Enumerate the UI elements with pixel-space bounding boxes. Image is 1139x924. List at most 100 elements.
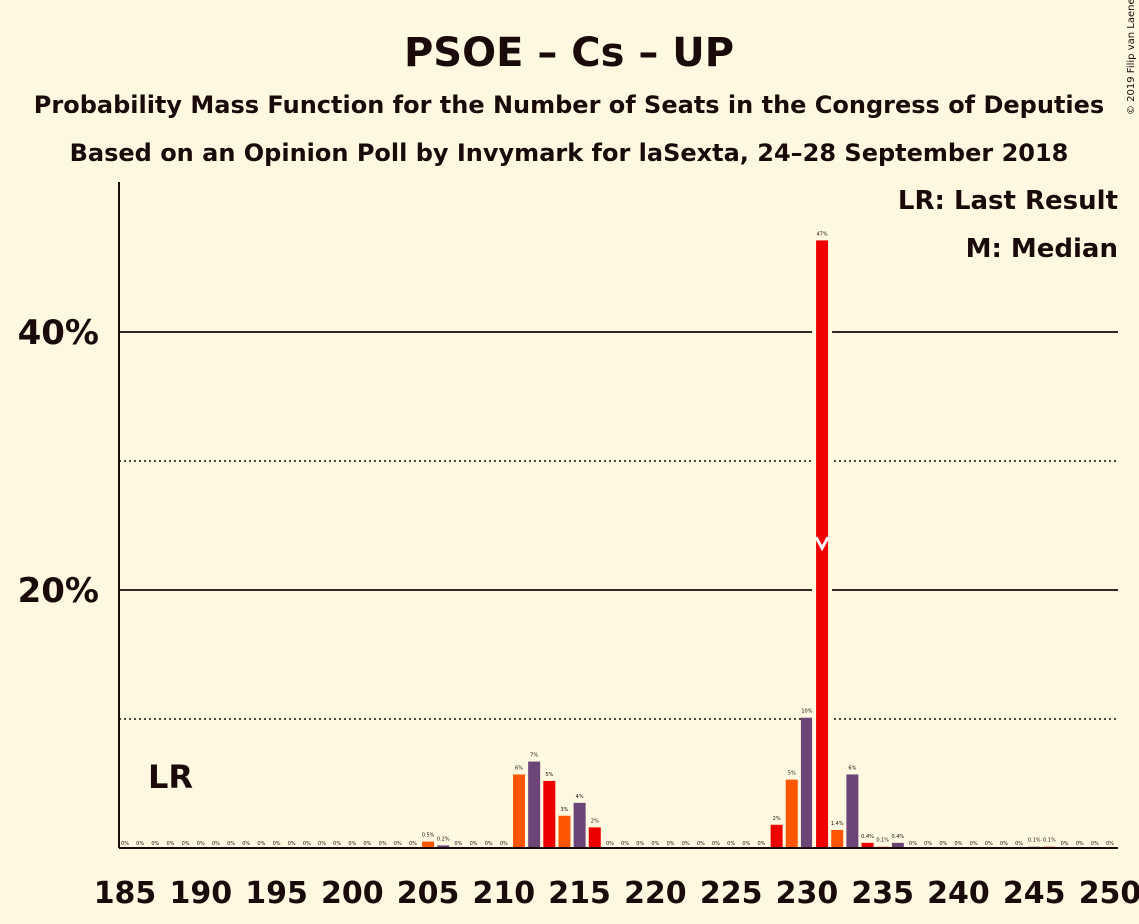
bar-label-209: 0% — [485, 841, 493, 847]
x-tick-label-210: 210 — [473, 876, 536, 911]
bar-213 — [543, 780, 556, 848]
bar-label-250: 0% — [1106, 841, 1114, 847]
axes: 20% 40% 185 190 195 200 205 210 215 220 225 230 235 2… — [18, 182, 1139, 911]
bar-label-226: 0% — [742, 841, 750, 847]
bar-label-204: 0% — [409, 841, 417, 847]
bar-label-242: 0% — [985, 841, 993, 847]
bar-label-248: 0% — [1076, 841, 1084, 847]
bar-label-211: 6% — [515, 765, 523, 771]
bar-label-241: 0% — [970, 841, 978, 847]
bar-label-205: 0.5% — [422, 833, 435, 839]
bar-label-217: 0% — [606, 841, 614, 847]
legend-median: M: Median — [966, 234, 1118, 264]
bar-label-219: 0% — [636, 841, 644, 847]
bar-label-216: 2% — [591, 818, 599, 824]
bar-label-210: 0% — [500, 841, 508, 847]
bar-236 — [891, 842, 904, 848]
bar-label-202: 0% — [379, 841, 387, 847]
bar-label-243: 0% — [1000, 841, 1008, 847]
bar-label-212: 7% — [530, 753, 538, 759]
bar-label-220: 0% — [651, 841, 659, 847]
bar-label-193: 0% — [242, 841, 250, 847]
chart-subtitle-1: Probability Mass Function for the Number… — [34, 91, 1104, 119]
bar-label-244: 0% — [1015, 841, 1023, 847]
bar-label-188: 0% — [166, 841, 174, 847]
bar-label-239: 0% — [939, 841, 947, 847]
chart-subtitle-2: Based on an Opinion Poll by Invymark for… — [70, 139, 1069, 167]
x-tick-label-205: 205 — [397, 876, 460, 911]
gridlines — [119, 331, 1118, 720]
bar-label-237: 0% — [909, 841, 917, 847]
x-tick-label-245: 245 — [1003, 876, 1066, 911]
bar-label-246: 0.1% — [1043, 838, 1056, 844]
x-tick-label-235: 235 — [851, 876, 914, 911]
x-tick-label-230: 230 — [776, 876, 839, 911]
bar-206 — [437, 845, 450, 848]
x-tick-label-185: 185 — [94, 876, 157, 911]
markers: LR — [148, 536, 830, 796]
bar-label-247: 0% — [1061, 841, 1069, 847]
bar-233 — [846, 774, 859, 848]
x-tick-label-225: 225 — [700, 876, 763, 911]
bar-label-196: 0% — [288, 841, 296, 847]
bar-216 — [588, 827, 601, 848]
bar-label-238: 0% — [924, 841, 932, 847]
bar-232 — [831, 829, 844, 848]
bar-label-197: 0% — [303, 841, 311, 847]
bar-label-229: 5% — [788, 771, 796, 777]
bar-214 — [558, 815, 571, 848]
bar-label-195: 0% — [273, 841, 281, 847]
median-marker — [814, 536, 830, 552]
bar-label-213: 5% — [545, 772, 553, 778]
bar-label-249: 0% — [1091, 841, 1099, 847]
bar-label-186: 0% — [136, 841, 144, 847]
bar-label-235: 0.1% — [876, 838, 889, 844]
x-tick-label-195: 195 — [245, 876, 308, 911]
bar-label-227: 0% — [757, 841, 765, 847]
bar-212 — [528, 761, 541, 848]
bar-label-185: 0% — [121, 841, 129, 847]
x-tick-label-250: 250 — [1079, 876, 1139, 911]
bar-label-228: 2% — [773, 816, 781, 822]
bar-label-198: 0% — [318, 841, 326, 847]
bar-205 — [422, 841, 435, 848]
bar-label-207: 0% — [454, 841, 462, 847]
x-tick-label-190: 190 — [169, 876, 232, 911]
bar-label-201: 0% — [363, 841, 371, 847]
bar-label-233: 6% — [848, 765, 856, 771]
x-tick-label-215: 215 — [548, 876, 611, 911]
legend-last-result: LR: Last Result — [898, 186, 1118, 216]
bar-label-218: 0% — [621, 841, 629, 847]
bar-label-208: 0% — [470, 841, 478, 847]
bar-label-200: 0% — [348, 841, 356, 847]
bar-label-230: 10% — [801, 709, 812, 715]
bar-215 — [573, 802, 586, 848]
bar-211 — [513, 774, 525, 848]
bar-label-232: 1.4% — [831, 821, 844, 827]
x-tick-label-220: 220 — [624, 876, 687, 911]
bar-label-240: 0% — [954, 841, 962, 847]
last-result-marker: LR — [148, 758, 193, 796]
y-tick-label-40: 40% — [18, 313, 99, 353]
x-tick-label-200: 200 — [321, 876, 384, 911]
bar-231 — [816, 240, 829, 848]
bar-label-245: 0.1% — [1028, 838, 1041, 844]
bar-label-222: 0% — [682, 841, 690, 847]
bar-label-224: 0% — [712, 841, 720, 847]
bar-229 — [785, 779, 798, 848]
bar-label-187: 0% — [151, 841, 159, 847]
bar-228 — [770, 824, 783, 848]
bar-label-206: 0.2% — [437, 836, 450, 842]
bar-230 — [800, 717, 813, 848]
bar-label-214: 3% — [560, 807, 568, 813]
bar-234 — [861, 842, 874, 848]
value-labels: 0% 0% 0% 0% 0% 0% 0% 0% 0% 0% 0% 0% 0% 0% 0% 0% 0% 0% 0% 0%… — [121, 231, 1114, 847]
bar-label-199: 0% — [333, 841, 341, 847]
bar-label-223: 0% — [697, 841, 705, 847]
bar-label-203: 0% — [394, 841, 402, 847]
bar-label-225: 0% — [727, 841, 735, 847]
bar-label-231: 47% — [817, 231, 828, 237]
bar-label-194: 0% — [257, 841, 265, 847]
